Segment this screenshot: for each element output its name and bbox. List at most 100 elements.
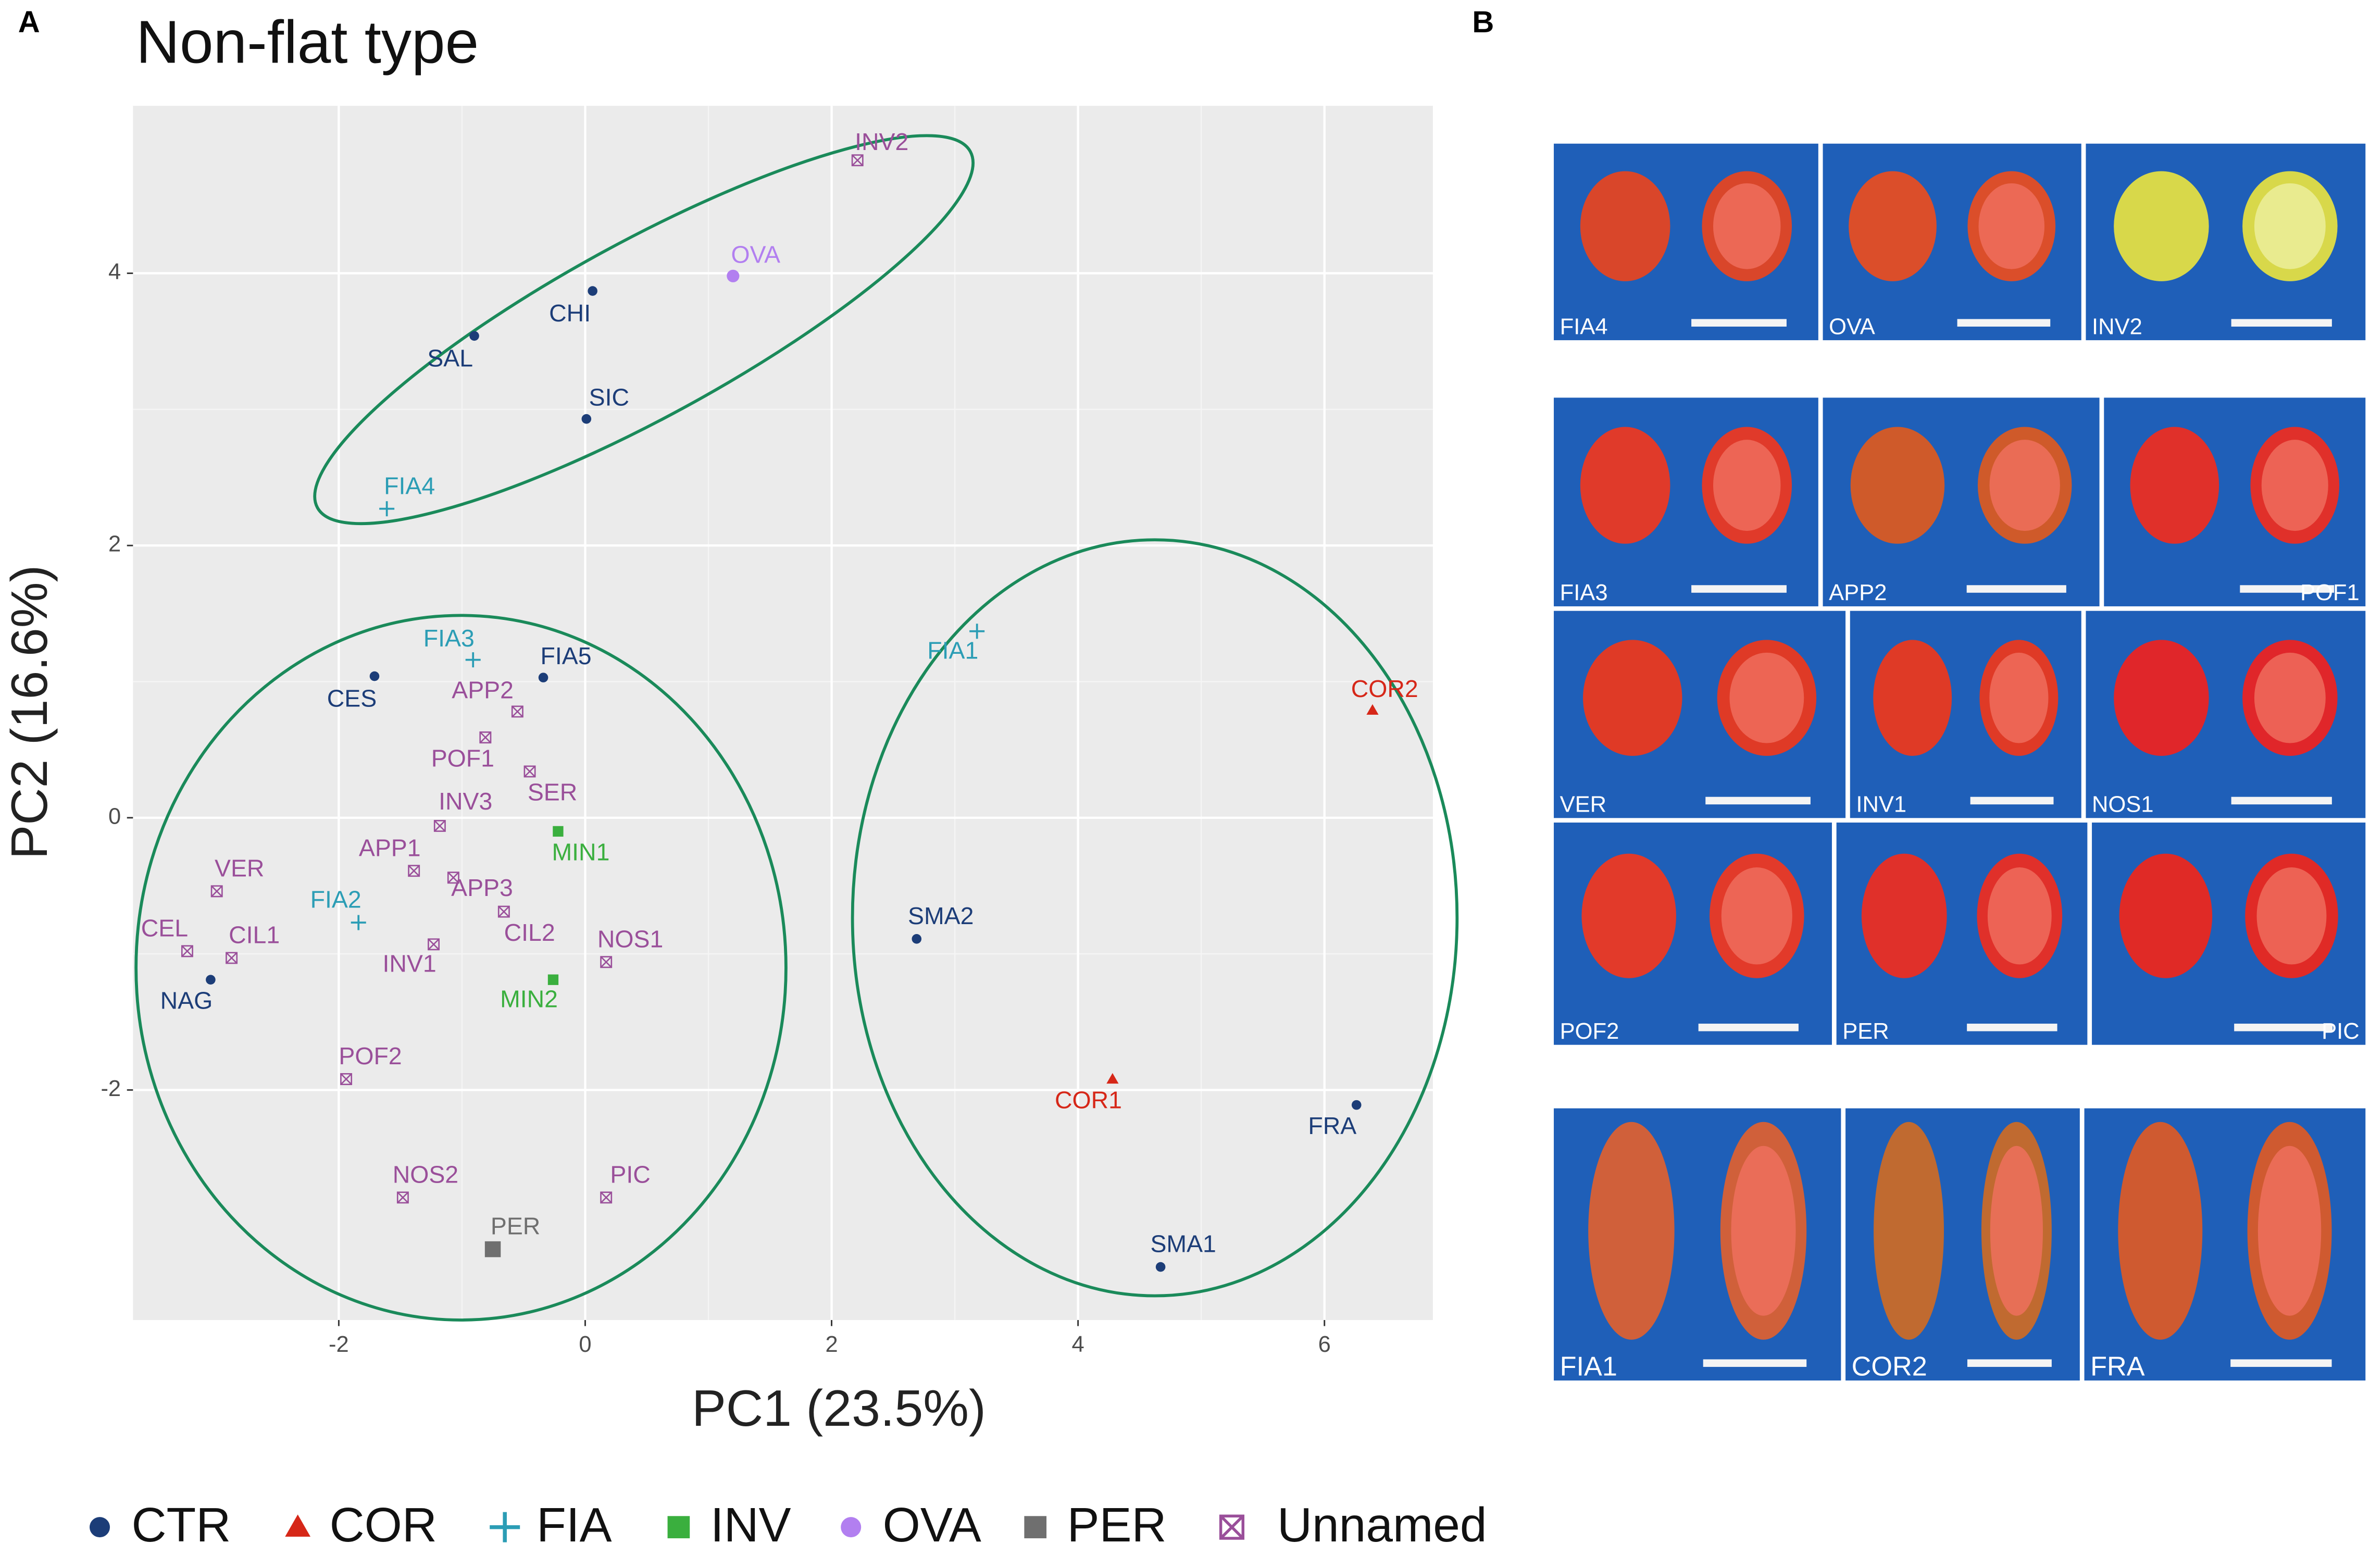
marker <box>90 1517 110 1538</box>
photo-label: NOS1 <box>2092 792 2153 817</box>
legend-label: Unnamed <box>1277 1498 1487 1552</box>
marker-shape <box>285 1514 311 1537</box>
legend-label: PER <box>1067 1498 1167 1552</box>
point-label: PIC <box>610 1161 650 1188</box>
marker-shape <box>581 414 592 424</box>
marker <box>379 501 395 517</box>
point-label: POF2 <box>339 1042 402 1069</box>
point-label: INV1 <box>383 950 436 977</box>
marker <box>206 975 216 985</box>
tomato-flesh <box>1989 440 2060 531</box>
marker <box>497 905 510 918</box>
point-label: COR2 <box>1351 675 1418 702</box>
marker-shape <box>369 671 380 681</box>
scale-bar <box>2234 1024 2333 1031</box>
tomato-flesh <box>2257 1146 2322 1316</box>
tomato-whole <box>1581 853 1676 978</box>
marker <box>469 331 479 341</box>
marker <box>588 286 597 296</box>
marker <box>447 872 459 884</box>
y-tick-label: 2 <box>108 532 121 557</box>
point-label: MIN2 <box>500 986 558 1013</box>
tomato-whole <box>2130 427 2219 544</box>
marker <box>1351 1100 1362 1110</box>
photo-panel: FIA4 OVA INV2 FIA3 APP2 POF1 VER INV1 NOS1 POF2 PE… <box>1554 143 2366 1382</box>
marker-shape <box>226 952 238 964</box>
point-label: POF1 <box>431 744 494 771</box>
marker-shape <box>206 975 216 985</box>
legend-label: OVA <box>883 1498 981 1552</box>
marker <box>1366 704 1379 715</box>
marker <box>1106 1073 1119 1084</box>
marker <box>600 956 613 968</box>
point-label: APP1 <box>359 834 421 861</box>
point-label: VER <box>215 855 264 882</box>
tomato-flesh <box>2254 183 2326 269</box>
point-label: SMA1 <box>1150 1230 1216 1258</box>
marker-shape <box>490 1512 520 1542</box>
marker-shape <box>351 915 366 930</box>
tomato-whole <box>1580 171 1670 281</box>
photo-label: PIC <box>2322 1019 2360 1044</box>
cluster-ellipse <box>134 614 788 1322</box>
y-axis-label: PC2 (16.6%) <box>1 565 58 860</box>
tomato-flesh <box>1713 440 1781 531</box>
scale-bar <box>1957 319 2051 327</box>
point-label: MIN1 <box>552 839 610 866</box>
point-label: SMA2 <box>908 902 974 929</box>
marker-shape <box>600 956 613 968</box>
tomato-whole <box>1873 640 1952 756</box>
legend-label: INV <box>710 1498 791 1552</box>
marker-shape <box>479 731 492 744</box>
marker <box>841 1517 862 1538</box>
marker <box>181 945 193 957</box>
legend-label: COR <box>330 1498 437 1552</box>
point-label: APP3 <box>451 874 513 901</box>
tomato-whole <box>1588 1122 1675 1340</box>
photo-label: APP2 <box>1829 580 1887 605</box>
scale-bar <box>1967 1359 2052 1367</box>
marker <box>479 731 492 744</box>
point-label: SAL <box>427 344 473 371</box>
photo-label: VER <box>1560 792 1606 817</box>
scale-bar <box>1705 797 1811 805</box>
marker-shape <box>408 865 420 877</box>
tomato-whole <box>1861 853 1947 978</box>
marker <box>538 673 548 682</box>
panel-label: A <box>18 5 40 39</box>
marker <box>912 934 922 944</box>
point-label: FIA4 <box>384 472 435 499</box>
point-label: FRA <box>1308 1112 1356 1139</box>
legend-label: CTR <box>131 1498 231 1552</box>
point-label: INV3 <box>439 788 492 815</box>
marker-shape <box>600 1191 613 1204</box>
marker-shape <box>553 826 564 837</box>
point-label: SIC <box>589 384 629 411</box>
point-label: NOS2 <box>393 1161 458 1188</box>
tomato-flesh <box>2256 867 2327 965</box>
marker-shape <box>667 1516 690 1538</box>
photo-label: INV1 <box>1856 792 1906 817</box>
scale-bar <box>1970 797 2054 805</box>
tomato-whole <box>1583 640 1682 756</box>
cluster-ellipse <box>851 538 1459 1298</box>
y-tick-label: -2 <box>101 1076 121 1101</box>
point-label: CIL1 <box>229 922 280 949</box>
marker <box>210 885 223 898</box>
point-label: CHI <box>549 300 591 327</box>
legend: CTR COR FIA INV OVA PER Unnamed <box>90 1498 1487 1552</box>
point-label: COR1 <box>1055 1086 1122 1113</box>
photo-label: PER <box>1842 1019 1889 1044</box>
photo-label: OVA <box>1829 314 1875 339</box>
tomato-flesh <box>1729 652 1804 743</box>
marker-shape <box>969 624 985 639</box>
tomato-flesh <box>1713 183 1781 269</box>
marker-shape <box>1366 704 1379 715</box>
tomato-flesh <box>1987 867 2052 965</box>
marker-shape <box>484 1241 501 1258</box>
marker <box>351 915 366 930</box>
x-tick-label: 6 <box>1318 1332 1331 1357</box>
marker-shape <box>727 269 740 282</box>
tomato-flesh <box>2254 652 2326 743</box>
